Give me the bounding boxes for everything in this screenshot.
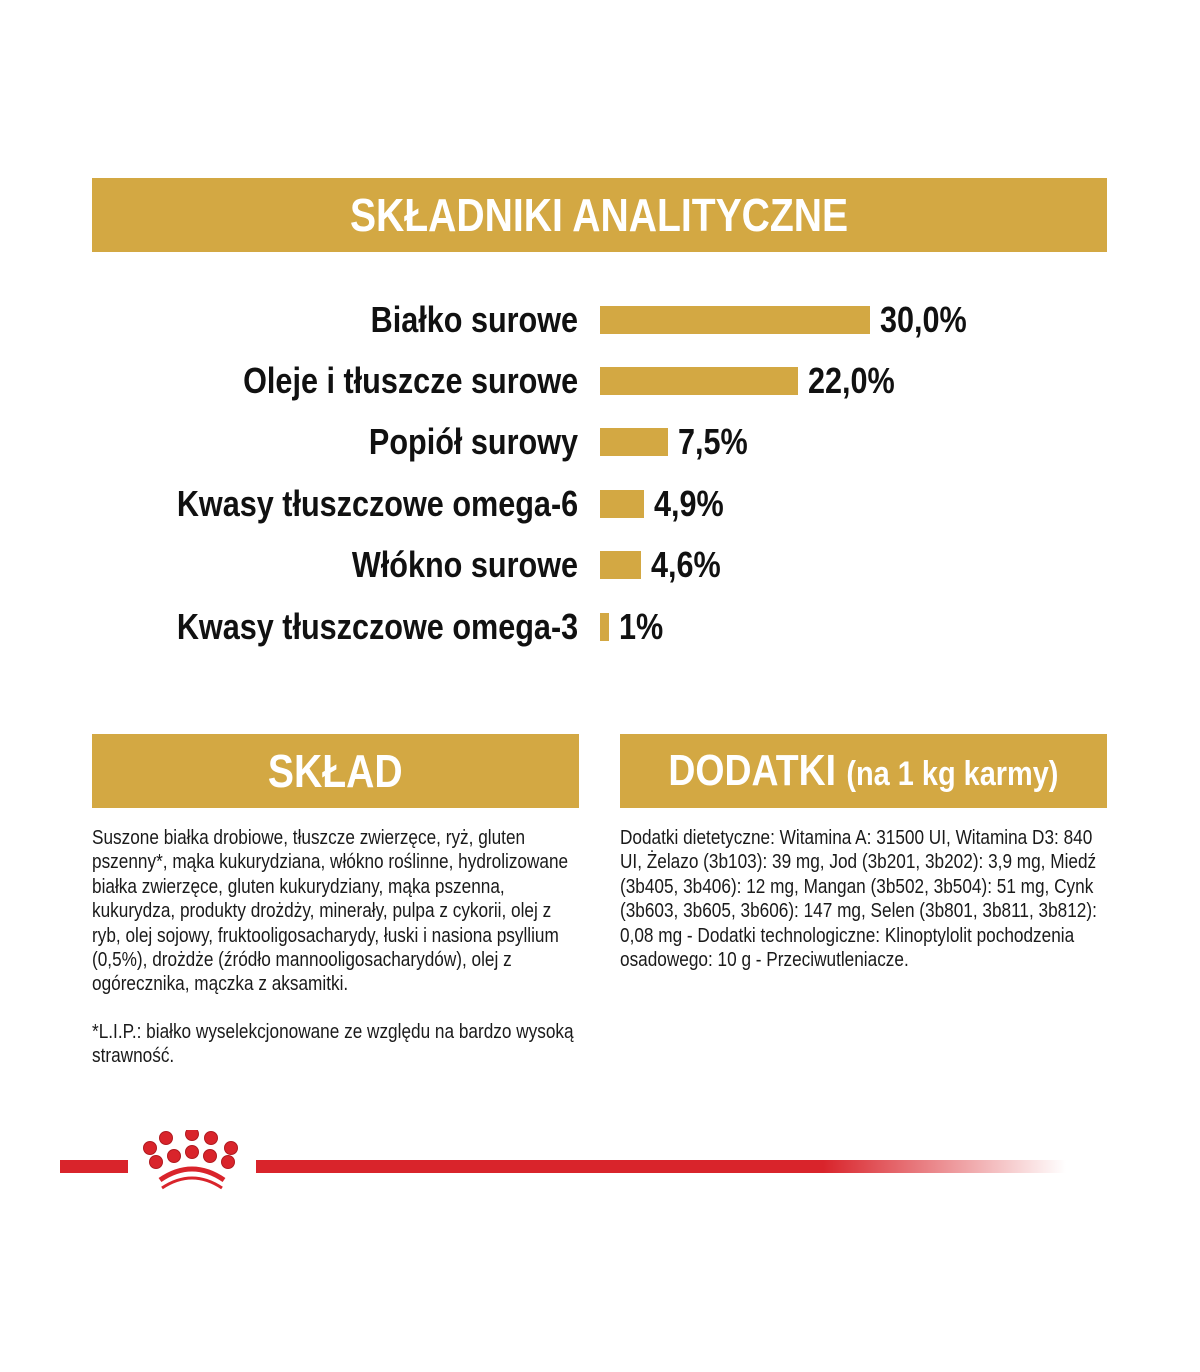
value-label: 1% bbox=[619, 606, 664, 647]
category-label: Kwasy tłuszczowe omega-6 bbox=[176, 483, 578, 524]
chart-row: Włókno surowe 4,6% bbox=[0, 545, 1200, 585]
royal-canin-crown-icon bbox=[143, 1130, 238, 1190]
bar bbox=[600, 306, 870, 334]
bar bbox=[600, 490, 645, 518]
bar bbox=[600, 551, 642, 579]
value-label: 7,5% bbox=[677, 421, 748, 462]
value-label: 4,6% bbox=[651, 544, 722, 585]
footer-line-right bbox=[256, 1160, 1066, 1173]
value-label: 22,0% bbox=[808, 360, 895, 401]
category-label: Kwasy tłuszczowe omega-3 bbox=[176, 606, 578, 647]
category-label: Popiół surowy bbox=[368, 421, 578, 462]
category-label: Włókno surowe bbox=[351, 544, 578, 585]
bar bbox=[600, 428, 668, 456]
composition-note: *L.I.P.: białko wyselekcjonowane ze wzgl… bbox=[92, 1021, 574, 1068]
bar bbox=[600, 367, 798, 395]
additives-title: DODATKI bbox=[668, 746, 837, 795]
additives-header: DODATKI (na 1 kg karmy) bbox=[620, 734, 1107, 808]
chart-row: Oleje i tłuszcze surowe 22,0% bbox=[0, 361, 1200, 401]
composition-title: SKŁAD bbox=[268, 745, 403, 797]
category-label: Białko surowe bbox=[370, 299, 578, 340]
composition-text: Suszone białka drobiowe, tłuszcze zwierz… bbox=[92, 827, 569, 996]
chart-row: Białko surowe 30,0% bbox=[0, 300, 1200, 340]
category-label: Oleje i tłuszcze surowe bbox=[242, 360, 578, 401]
header-title: SKŁADNIKI ANALITYCZNE bbox=[350, 189, 849, 241]
value-label: 30,0% bbox=[880, 299, 967, 340]
additives-text: Dodatki dietetyczne: Witamina A: 31500 U… bbox=[620, 827, 1097, 972]
composition-header: SKŁAD bbox=[92, 734, 579, 808]
chart-row: Popiół surowy 7,5% bbox=[0, 422, 1200, 462]
analytical-components-header: SKŁADNIKI ANALITYCZNE bbox=[92, 178, 1107, 252]
additives-subtitle: (na 1 kg karmy) bbox=[846, 755, 1059, 793]
footer-line-left bbox=[60, 1160, 128, 1173]
bar bbox=[600, 613, 609, 641]
chart-row: Kwasy tłuszczowe omega-3 1% bbox=[0, 607, 1200, 647]
chart-row: Kwasy tłuszczowe omega-6 4,9% bbox=[0, 484, 1200, 524]
value-label: 4,9% bbox=[654, 483, 724, 524]
